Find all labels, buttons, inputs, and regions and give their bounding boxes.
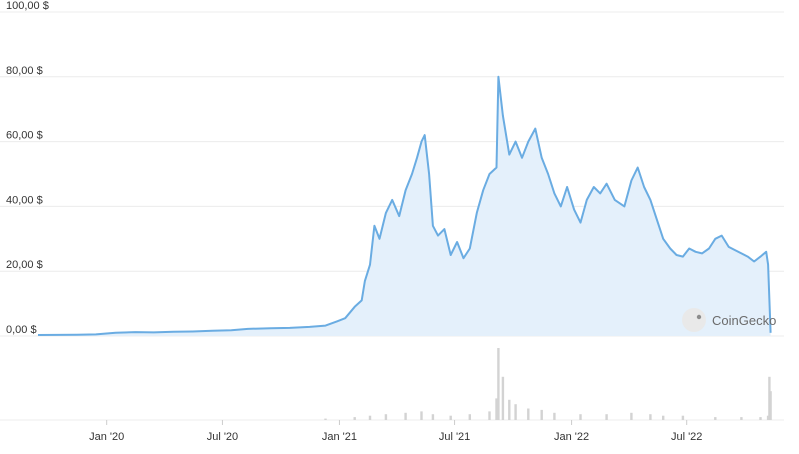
volume-bar	[649, 414, 652, 420]
x-tick-label: Jul '21	[439, 431, 470, 443]
volume-bar	[449, 415, 452, 420]
volume-bar	[540, 409, 543, 420]
volume-bar	[368, 415, 372, 420]
volume-bar	[579, 414, 582, 420]
volume-bar	[420, 411, 423, 420]
price-area	[38, 76, 771, 337]
volume-bar	[681, 415, 685, 420]
y-tick-label: 40,00 $	[6, 194, 43, 206]
volume-bar	[740, 417, 743, 420]
x-tick-label: Jul '20	[207, 431, 238, 443]
y-tick-label: 0,00 $	[6, 324, 37, 336]
x-tick-label: Jan '22	[554, 431, 589, 443]
volume-bar	[514, 404, 517, 420]
volume-bar	[488, 411, 491, 420]
volume-bar	[714, 417, 717, 420]
y-tick-label: 60,00 $	[6, 130, 43, 142]
x-tick-label: Jul '22	[671, 431, 702, 443]
volume-bar	[495, 398, 498, 420]
coingecko-gecko-icon	[682, 308, 706, 332]
volume-bar	[508, 399, 511, 420]
volume-bar	[630, 412, 633, 420]
volume-bar	[553, 412, 556, 420]
volume-bar	[766, 415, 770, 420]
volume-bar	[769, 391, 772, 420]
volume-bar	[605, 414, 608, 420]
gecko-eye	[696, 314, 702, 320]
volume-bar	[384, 414, 388, 420]
volume-bar	[431, 414, 435, 420]
volume-bar	[501, 376, 505, 420]
volume-bar	[468, 414, 471, 420]
y-tick-label: 100,00 $	[6, 0, 49, 12]
y-tick-label: 20,00 $	[6, 259, 43, 271]
coingecko-watermark: CoinGecko	[682, 308, 776, 332]
volume-bar	[404, 412, 407, 420]
volume-bar	[662, 415, 665, 420]
brand-name: CoinGecko	[712, 313, 776, 328]
volume-bar	[759, 417, 762, 420]
volume-bar	[353, 417, 356, 420]
price-line	[37, 75, 772, 336]
x-tick-label: Jan '21	[322, 431, 357, 443]
volume-bar	[527, 408, 530, 420]
volume-bar	[497, 348, 500, 420]
x-tick-label: Jan '20	[89, 431, 124, 443]
volume-bar	[324, 418, 327, 420]
y-tick-label: 80,00 $	[6, 65, 43, 77]
